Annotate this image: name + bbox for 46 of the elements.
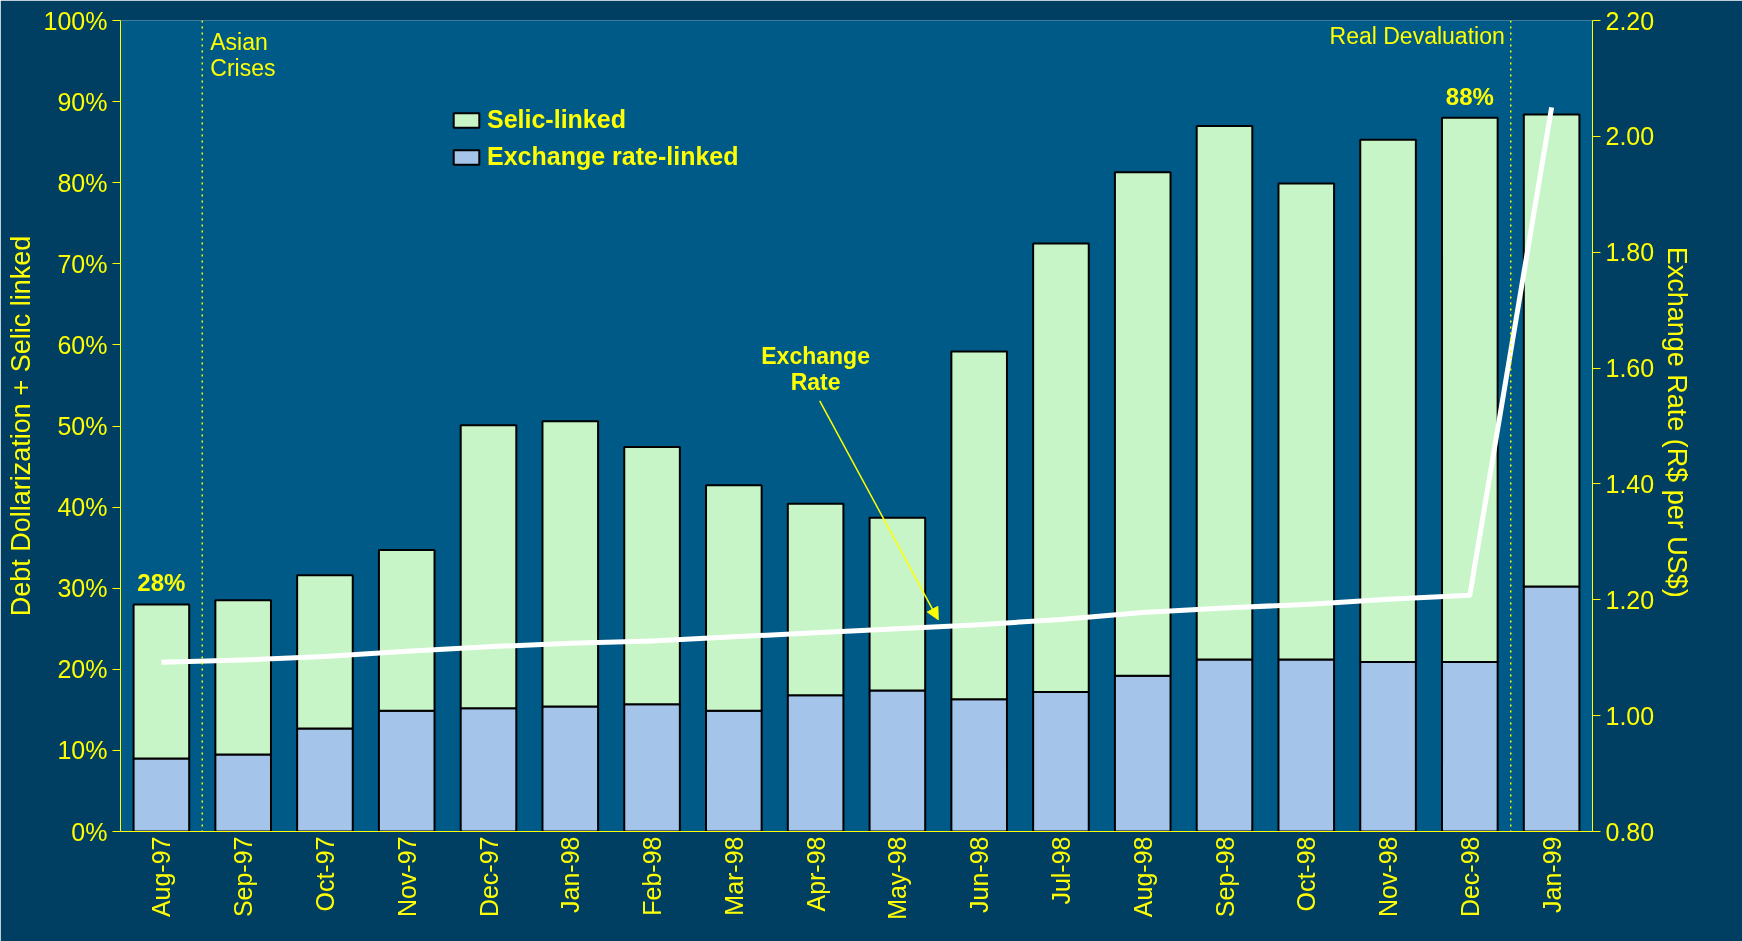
y-tick-label: 20%: [57, 655, 108, 684]
x-tick-label: Jan-98: [556, 836, 585, 913]
x-tick-label: May-98: [883, 836, 912, 920]
y-tick-label: 80%: [57, 168, 108, 197]
y-tick-label: 50%: [57, 412, 108, 440]
annotation: Asian Crises: [210, 28, 276, 81]
y-axis-title: Debt Dollarization + Selic linked: [5, 235, 36, 617]
total-label: 88%: [1445, 82, 1494, 110]
y2-tick-label: 1.60: [1605, 354, 1655, 383]
legend-label: Selic-linked: [487, 105, 626, 134]
x-tick-label: Jun-98: [965, 836, 994, 913]
x-tick-label: Nov-98: [1374, 836, 1403, 918]
y2-tick-label: 1.00: [1605, 701, 1655, 730]
y-tick-label: 40%: [57, 493, 108, 522]
y2-tick-label: 2.20: [1605, 6, 1655, 35]
x-tick-label: Mar-98: [719, 836, 748, 916]
y-tick-label: 70%: [57, 249, 108, 278]
y2-tick-label: 2.00: [1605, 122, 1655, 151]
y2-axis-title: Exchange Rate (R$ per US$): [1662, 246, 1693, 598]
annotation: Exchange Rate: [761, 343, 870, 396]
x-tick-label: Oct-97: [310, 836, 339, 912]
x-tick-label: Aug-98: [1128, 836, 1157, 918]
y-tick-label: 30%: [57, 574, 108, 603]
y2-tick-label: 0.80: [1605, 817, 1655, 846]
y2-tick-label: 1.40: [1605, 469, 1655, 498]
y2-tick-label: 1.20: [1605, 585, 1655, 614]
total-label: 28%: [137, 569, 186, 597]
x-tick-label: Feb-98: [638, 836, 667, 916]
x-tick-label: Sep-97: [229, 836, 258, 918]
x-tick-label: Dec-97: [474, 836, 503, 918]
x-tick-label: Apr-98: [801, 836, 830, 912]
y-tick-label: 10%: [57, 736, 108, 765]
x-tick-label: Oct-98: [1292, 836, 1321, 912]
x-tick-label: Sep-98: [1210, 836, 1239, 918]
x-tick-label: Dec-98: [1455, 836, 1484, 918]
x-tick-label: Jan-99: [1537, 836, 1566, 913]
x-tick-label: Aug-97: [147, 836, 176, 918]
x-tick-label: Jul-98: [1046, 836, 1075, 905]
y-tick-label: 90%: [57, 87, 108, 116]
y2-tick-label: 1.80: [1605, 238, 1655, 267]
annotation: Real Devaluation: [1329, 22, 1505, 49]
y-tick-label: 100%: [43, 6, 108, 35]
y-tick-label: 0%: [71, 817, 108, 846]
x-tick-label: Nov-97: [392, 836, 421, 918]
y-tick-label: 60%: [57, 330, 108, 359]
legend-label: Exchange rate-linked: [487, 142, 739, 171]
